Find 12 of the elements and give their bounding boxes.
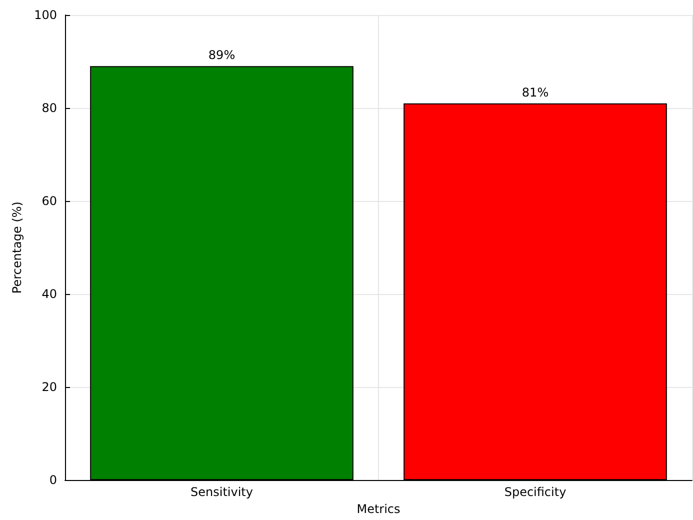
- y-tick-label: 40: [42, 287, 57, 302]
- y-tick-label: 0: [49, 473, 57, 488]
- data-label: 81%: [522, 85, 549, 100]
- y-tick-label: 80: [42, 101, 57, 116]
- y-tick-label: 20: [42, 380, 57, 394]
- x-tick-label: Sensitivity: [190, 485, 253, 500]
- y-tick-label: 60: [42, 194, 57, 208]
- y-axis-title: Percentage (%): [10, 202, 24, 294]
- data-label: 89%: [208, 48, 236, 62]
- x-axis-title: Metrics: [356, 502, 400, 516]
- x-tick-label: Specificity: [504, 485, 566, 500]
- y-tick-label: 100: [34, 8, 57, 22]
